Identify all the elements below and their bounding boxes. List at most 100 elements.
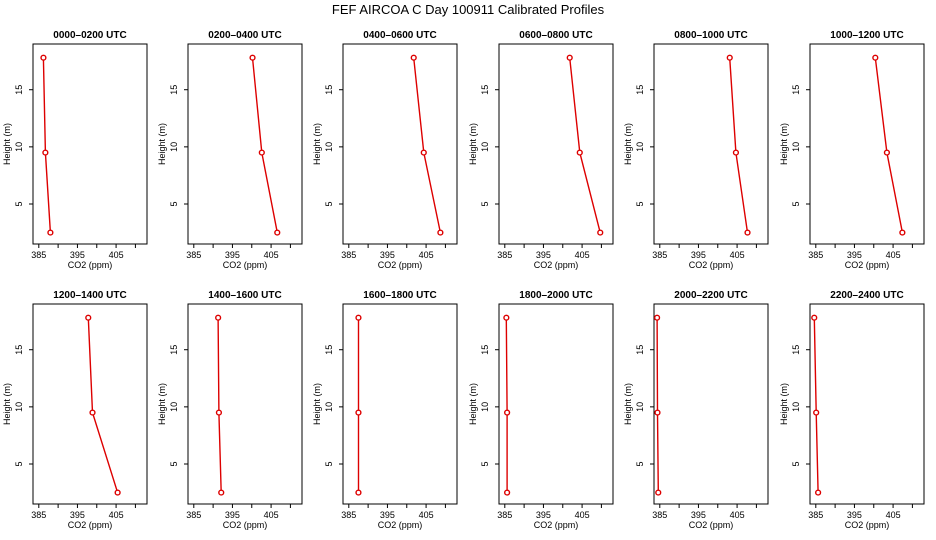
- y-tick-label: 15: [791, 345, 801, 355]
- x-tick-label: 405: [264, 510, 279, 520]
- x-axis-label: CO2 (ppm): [845, 260, 890, 270]
- y-tick-label: 15: [169, 85, 179, 95]
- profile-point: [732, 149, 740, 156]
- profile-line: [656, 317, 659, 493]
- profile-line: [413, 57, 442, 233]
- panel-title: 0800–1000 UTC: [674, 30, 747, 41]
- x-tick-label: 385: [186, 250, 201, 260]
- profile-line: [874, 57, 904, 233]
- profile-point: [899, 229, 906, 236]
- profile-point: [811, 314, 818, 321]
- profile-point: [420, 149, 427, 156]
- profile-point: [42, 149, 49, 156]
- x-tick-label: 405: [730, 250, 745, 260]
- profile-panel-5: 0800–1000 UTC 385 395 405 5 10 15 CO2 (ppm) Heig…: [623, 30, 769, 270]
- x-tick-label: 385: [31, 250, 46, 260]
- plot-frame: [809, 303, 925, 505]
- y-tick-label: 5: [791, 201, 801, 206]
- y-axis-label: Height (m): [623, 383, 633, 425]
- profile-point: [258, 149, 265, 156]
- profile-point: [597, 229, 604, 236]
- profile-line: [813, 317, 819, 493]
- profile-point: [653, 314, 661, 321]
- plot-frame: [342, 43, 458, 245]
- x-tick-label: 395: [225, 510, 240, 520]
- y-tick-label: 15: [635, 85, 645, 95]
- x-tick-label: 385: [341, 510, 356, 520]
- x-tick-label: 405: [109, 250, 124, 260]
- plot-frame: [32, 43, 148, 245]
- x-axis-label: CO2 (ppm): [534, 520, 579, 530]
- y-tick-label: 5: [791, 461, 801, 466]
- x-tick-label: 405: [109, 510, 124, 520]
- profile-panel-7: 1200–1400 UTC 385 395 405 5 10 15 CO2 (ppm) Heig…: [2, 290, 148, 530]
- x-tick-label: 395: [536, 510, 551, 520]
- profile-panel-12: 2200–2400 UTC 385 395 405 5 10 15 CO2 (ppm) Heig…: [779, 290, 925, 530]
- profile-point: [813, 409, 820, 416]
- y-axis-label: Height (m): [157, 383, 167, 425]
- profile-point: [47, 229, 54, 236]
- profile-panel-11: 2000–2200 UTC 385 395 405 5 10 15 CO2 (ppm) Heig…: [623, 290, 769, 530]
- x-tick-label: 385: [497, 510, 512, 520]
- profile-point: [114, 489, 121, 496]
- profile-point: [883, 149, 891, 156]
- y-axis-label: Height (m): [2, 123, 12, 165]
- x-tick-label: 385: [808, 510, 823, 520]
- y-tick-label: 10: [324, 142, 334, 152]
- plot-frame: [342, 303, 458, 505]
- profile-point: [218, 489, 225, 496]
- plot-frame: [653, 303, 769, 505]
- panel-title: 0600–0800 UTC: [519, 30, 592, 41]
- y-tick-label: 5: [169, 461, 179, 466]
- y-tick-label: 10: [635, 402, 645, 412]
- profile-point: [576, 149, 583, 156]
- profile-panel-9: 1600–1800 UTC 385 395 405 5 10 15 CO2 (ppm) Heig…: [312, 290, 458, 530]
- profile-point: [744, 229, 751, 236]
- x-tick-label: 405: [730, 510, 745, 520]
- profile-line: [729, 57, 749, 233]
- profile-panel-2: 0200–0400 UTC 385 395 405 5 10 15 CO2 (ppm) Heig…: [157, 30, 303, 270]
- profile-panel-4: 0600–0800 UTC 385 395 405 5 10 15 CO2 (ppm) Heig…: [468, 30, 614, 270]
- y-tick-label: 10: [791, 402, 801, 412]
- profile-point: [815, 489, 822, 496]
- plot-frame: [498, 303, 614, 505]
- x-tick-label: 395: [70, 250, 85, 260]
- x-tick-label: 405: [886, 250, 901, 260]
- panel-title: 1200–1400 UTC: [53, 290, 126, 301]
- y-tick-label: 5: [480, 201, 490, 206]
- profile-line: [42, 57, 52, 233]
- figure-title: FEF AIRCOA C Day 100911 Calibrated Profi…: [331, 2, 605, 17]
- profile-point: [504, 409, 511, 416]
- profile-panel-6: 1000–1200 UTC 385 395 405 5 10 15 CO2 (ppm) Heig…: [779, 30, 925, 270]
- y-axis-label: Height (m): [2, 383, 12, 425]
- x-tick-label: 385: [652, 250, 667, 260]
- y-tick-label: 15: [480, 345, 490, 355]
- plot-frame: [32, 303, 148, 505]
- profile-line: [217, 317, 222, 493]
- x-tick-label: 395: [70, 510, 85, 520]
- x-tick-label: 395: [536, 250, 551, 260]
- y-axis-label: Height (m): [468, 383, 478, 425]
- y-tick-label: 15: [324, 345, 334, 355]
- y-tick-label: 15: [635, 345, 645, 355]
- profile-panel-8: 1400–1600 UTC 385 395 405 5 10 15 CO2 (ppm) Heig…: [157, 290, 303, 530]
- y-axis-label: Height (m): [779, 383, 789, 425]
- y-tick-label: 15: [324, 85, 334, 95]
- profile-point: [89, 409, 96, 416]
- profile-point: [726, 54, 733, 61]
- profile-point: [355, 409, 362, 416]
- y-tick-label: 10: [324, 402, 334, 412]
- y-axis-label: Height (m): [312, 383, 322, 425]
- profile-point: [437, 229, 444, 236]
- y-tick-label: 10: [14, 142, 24, 152]
- y-tick-label: 15: [791, 85, 801, 95]
- x-tick-label: 405: [419, 510, 434, 520]
- y-tick-label: 5: [324, 201, 334, 206]
- panel-title: 2200–2400 UTC: [830, 290, 903, 301]
- plot-frame: [187, 303, 303, 505]
- y-tick-label: 5: [324, 461, 334, 466]
- x-tick-label: 405: [264, 250, 279, 260]
- y-tick-label: 15: [480, 85, 490, 95]
- x-axis-label: CO2 (ppm): [68, 260, 113, 270]
- x-axis-label: CO2 (ppm): [689, 520, 734, 530]
